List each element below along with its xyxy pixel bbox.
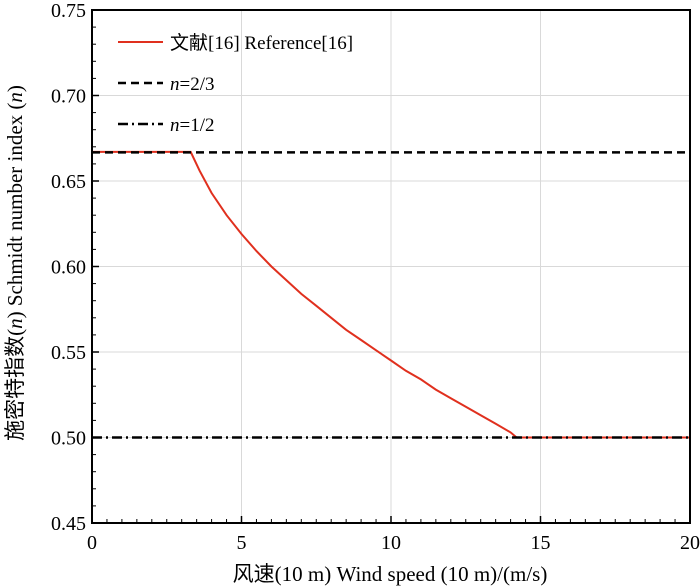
y-tick-label: 0.65: [51, 171, 86, 193]
y-tick-label: 0.55: [51, 342, 86, 364]
legend-label-n-two-thirds: n=2/3: [170, 74, 215, 95]
y-tick-label: 0.60: [51, 257, 86, 279]
y-tick-label: 0.45: [51, 513, 86, 535]
x-tick-label: 0: [87, 532, 97, 554]
legend-label-reference: 文献[16] Reference[16]: [170, 32, 353, 54]
legend-n-rest-1: =2/3: [180, 74, 215, 95]
x-tick-labels: 0 5 10 15 20: [87, 532, 700, 554]
legend: 文献[16] Reference[16] n=2/3 n=1/2: [118, 32, 353, 136]
legend-n-italic-1: n: [170, 74, 180, 95]
grid: [92, 10, 690, 523]
legend-n-rest-2: =1/2: [180, 115, 215, 136]
x-tick-label: 10: [381, 532, 401, 554]
x-tick-label: 15: [531, 532, 551, 554]
legend-n-italic-2: n: [170, 115, 180, 136]
x-axis-label: 风速(10 m) Wind speed (10 m)/(m/s): [233, 562, 548, 586]
series-layer: [92, 150, 690, 439]
y-axis-label-post: ): [3, 85, 27, 92]
ticks: [91, 9, 691, 524]
y-tick-label: 0.70: [51, 86, 86, 108]
y-tick-label: 0.75: [51, 0, 86, 22]
x-tick-label: 20: [680, 532, 700, 554]
y-axis-label-mid: ) Schmidt number index (: [3, 103, 27, 319]
y-axis-label-pre: 施密特指数(: [3, 329, 27, 441]
y-axis-label-n2: n: [3, 92, 27, 103]
legend-label-n-one-half: n=1/2: [170, 115, 215, 136]
y-tick-labels: 0.45 0.50 0.55 0.60 0.65 0.70 0.75: [51, 0, 86, 535]
series-reference-line: [92, 150, 690, 439]
x-tick-label: 5: [237, 532, 247, 554]
y-tick-label: 0.50: [51, 428, 86, 450]
y-axis-label-n1: n: [3, 318, 27, 329]
y-axis-label: 施密特指数(n) Schmidt number index (n): [3, 85, 27, 441]
